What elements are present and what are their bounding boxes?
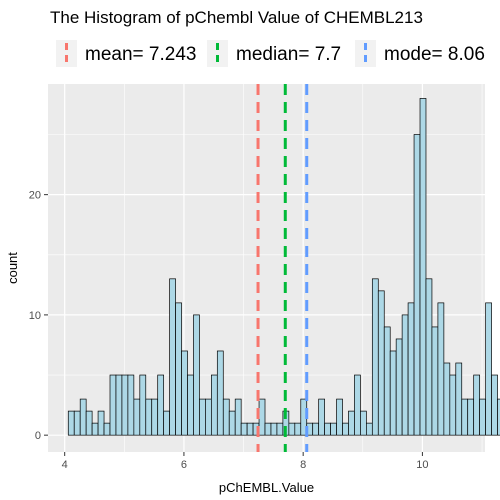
y-tick-label: 0 (35, 430, 41, 442)
histogram-bar (461, 398, 469, 436)
histogram-bar (109, 374, 117, 436)
legend-label: median= 7.7 (236, 44, 341, 65)
histogram-bar (139, 374, 147, 436)
histogram-bar (479, 398, 486, 436)
histogram-bar (240, 422, 248, 436)
histogram-bar (73, 410, 81, 436)
histogram-bar (288, 422, 296, 436)
histogram-bar (419, 98, 427, 436)
histogram-bar (431, 326, 439, 436)
histogram-bar (157, 374, 165, 436)
histogram-bar (342, 422, 349, 436)
histogram-bar (491, 374, 498, 436)
histogram-bar (449, 374, 457, 436)
histogram-bar (85, 410, 93, 436)
histogram-bar (163, 410, 170, 436)
histogram-bar (270, 422, 278, 436)
histogram-bar (115, 374, 123, 436)
histogram-bar (222, 398, 230, 436)
histogram-bar (79, 398, 87, 436)
histogram-bar (234, 398, 242, 436)
histogram-bar (294, 422, 302, 436)
histogram-bar (437, 302, 445, 436)
histogram-bar (407, 302, 415, 436)
x-axis-title: pChEMBL.Value (219, 480, 314, 495)
histogram-bar (103, 422, 111, 436)
histogram-bar (181, 350, 188, 436)
y-axis-title: count (5, 252, 20, 284)
legend: mean= 7.243 median= 7.7 mode= 8.06 (56, 40, 485, 67)
histogram-bar (497, 398, 500, 436)
legend-key (207, 40, 228, 67)
histogram-bar (371, 278, 379, 436)
histogram-bar (395, 338, 403, 436)
x-tick-label: 4 (62, 459, 68, 471)
histogram-bar (336, 398, 343, 436)
x-tick-label: 10 (416, 459, 428, 471)
histogram-bar (318, 398, 325, 436)
histogram-bar (216, 350, 224, 436)
legend-key (56, 40, 77, 67)
histogram-bar (366, 422, 373, 436)
chart-title: The Histogram of pChembl Value of CHEMBL… (50, 8, 423, 27)
histogram-bar (383, 326, 391, 436)
histogram-bar (175, 302, 182, 436)
y-tick-label: 20 (29, 190, 41, 202)
x-axis: 4 6 8 10 (62, 452, 429, 471)
histogram-bar (264, 422, 272, 436)
histogram-bar (193, 314, 200, 436)
histogram-bar (258, 398, 266, 436)
legend-label: mean= 7.243 (85, 44, 196, 65)
histogram-bar (330, 422, 337, 436)
reference-lines (256, 84, 309, 452)
histogram-bar (211, 374, 218, 436)
histogram-bar (187, 374, 194, 436)
histogram-bar (455, 362, 463, 436)
histogram-bars (67, 98, 500, 436)
histogram-bar (133, 398, 141, 436)
histogram-bar (413, 134, 421, 436)
histogram-bar (67, 410, 75, 436)
histogram-bar (443, 362, 451, 436)
histogram-bar (121, 374, 129, 436)
y-axis: 0 10 20 (29, 190, 48, 442)
histogram-bar (205, 398, 212, 436)
histogram-bar (145, 398, 153, 436)
histogram-bar (473, 374, 480, 436)
histogram-bar (276, 422, 284, 436)
histogram-bar (348, 410, 355, 436)
histogram-bar (354, 374, 361, 436)
histogram-bar (97, 410, 105, 436)
y-tick-label: 10 (29, 310, 41, 322)
histogram-bar (127, 374, 135, 436)
histogram-bar (91, 422, 99, 436)
legend-key (355, 40, 376, 67)
histogram-bar (401, 314, 409, 436)
histogram-bar (425, 278, 433, 436)
histogram-bar (151, 398, 159, 436)
x-tick-label: 8 (300, 459, 306, 471)
legend-label: mode= 8.06 (384, 44, 485, 65)
x-tick-label: 6 (181, 459, 187, 471)
histogram-bar (324, 422, 331, 436)
histogram-bar (312, 422, 320, 436)
histogram-bar (199, 398, 206, 436)
histogram-bar (360, 410, 367, 436)
histogram-bar (377, 290, 385, 436)
histogram-bar (467, 398, 475, 436)
histogram-bar (228, 410, 236, 436)
histogram-bar (169, 278, 176, 436)
histogram-bar (485, 302, 492, 436)
histogram-bar (246, 422, 254, 436)
histogram-bar (389, 350, 397, 436)
